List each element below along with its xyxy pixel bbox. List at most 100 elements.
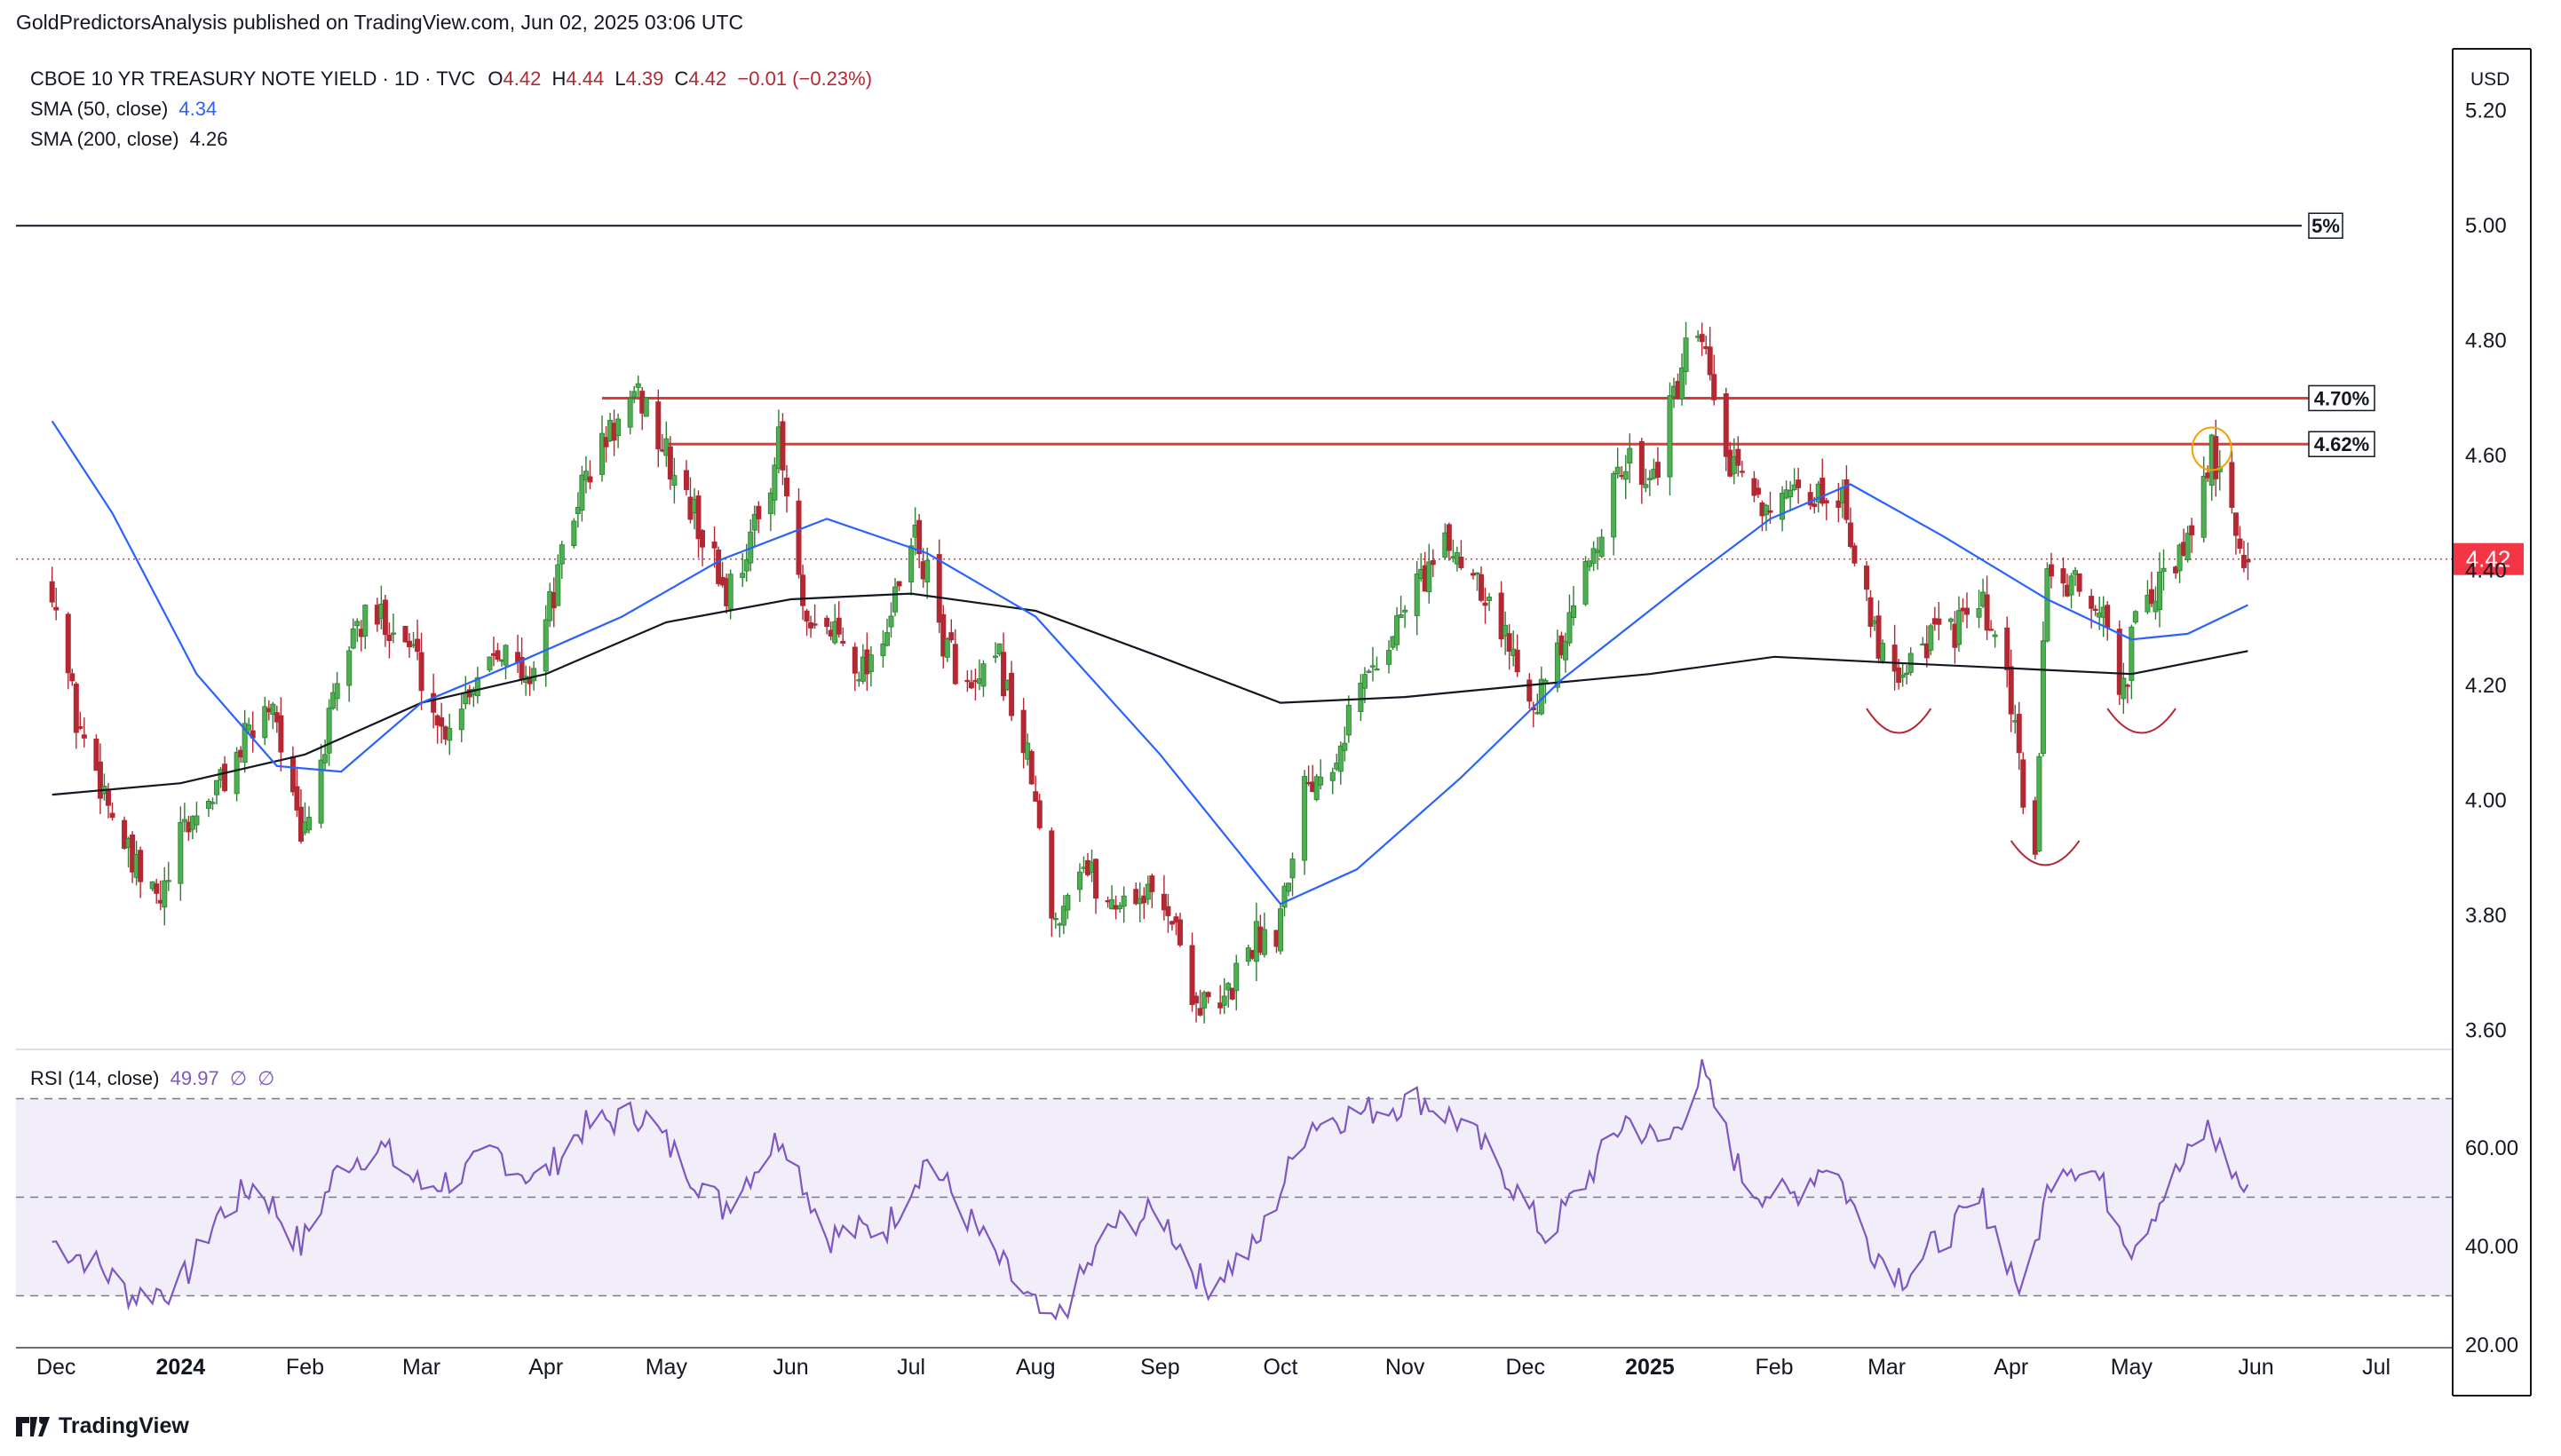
candle-body-180	[1060, 906, 1066, 926]
head-arc	[2010, 840, 2081, 866]
candle-body-104	[635, 383, 641, 388]
candle-body-276	[1598, 536, 1605, 558]
time-tick-label-12: Dec	[1506, 1355, 1545, 1380]
candle-body-290	[1679, 367, 1685, 400]
candle-body-23	[181, 819, 187, 822]
candle-body-360	[2073, 570, 2079, 575]
candle-body-160	[948, 632, 955, 641]
candle-body-125	[751, 513, 757, 531]
candle-body-296	[1711, 374, 1717, 400]
candle-body-346	[1992, 634, 1998, 637]
candle-body-305	[1763, 504, 1769, 516]
time-tick-label-1: 2024	[156, 1355, 206, 1380]
time-tick-label-15: Mar	[1867, 1355, 1906, 1380]
candle-body-22	[178, 821, 184, 884]
rsi-line	[52, 1059, 2249, 1321]
candle-body-363	[2092, 608, 2098, 612]
candle-body-237	[1386, 650, 1392, 665]
candle-body-1	[53, 606, 59, 611]
candle-body-221	[1289, 859, 1296, 879]
candle-body-274	[1590, 548, 1597, 564]
candle-body-272	[1582, 560, 1589, 605]
candle-body-307	[1780, 493, 1786, 520]
candle-body-301	[1739, 471, 1745, 473]
candle-body-146	[868, 654, 874, 672]
candle-body-375	[2156, 571, 2162, 611]
candle-body-330	[1904, 672, 1910, 676]
candle-body-163	[968, 682, 974, 689]
time-tick-label-5: May	[646, 1355, 688, 1380]
candle-body-334	[1928, 625, 1934, 651]
candle-body-3	[69, 673, 75, 682]
candle-body-376	[2161, 567, 2167, 573]
candle-body-150	[892, 586, 899, 613]
candle-body-158	[940, 613, 947, 657]
annotations-layer	[1866, 426, 2232, 866]
candle-body-242	[1414, 574, 1420, 616]
candle-body-106	[643, 397, 649, 417]
candle-body-51	[334, 683, 340, 700]
price-tick-label-7: 3.80	[2465, 904, 2507, 928]
candle-body-319	[1843, 479, 1850, 520]
price-tick-label-3: 4.60	[2465, 444, 2507, 468]
candle-body-112	[683, 470, 689, 490]
sma50-legend: SMA (50, close) 4.34	[30, 98, 217, 121]
candle-body-204	[1197, 1008, 1203, 1016]
candle-body-248	[1446, 524, 1452, 551]
candle-body-281	[1627, 447, 1633, 464]
candle-body-271	[1570, 605, 1576, 618]
candle-body-191	[1121, 895, 1127, 907]
grid-layer	[16, 1048, 2453, 1297]
time-tick-label-7: Jul	[897, 1355, 925, 1380]
candle-body-46	[306, 817, 313, 831]
candle-body-53	[350, 628, 356, 649]
rsi-label: RSI (14, close)	[30, 1067, 160, 1089]
axis-layer: 5.20 5.00 4.80 4.60 4.40 4.20 4.00 3.80 3.60 60.0…	[16, 48, 2532, 1397]
candle-body-41	[278, 715, 284, 753]
candle-body-227	[1329, 772, 1336, 781]
candle-body-149	[888, 615, 894, 628]
candle-body-10	[105, 789, 111, 806]
candle-body-159	[944, 638, 950, 658]
candle-body-12	[122, 819, 128, 849]
time-tick-label-4: Apr	[528, 1355, 563, 1380]
change-value: −0.01 (−0.23%)	[737, 67, 873, 90]
candle-body-168	[996, 643, 1003, 655]
time-tick-label-14: Feb	[1755, 1355, 1793, 1380]
candle-body-26	[194, 815, 200, 826]
candle-body-196	[1149, 875, 1155, 892]
level-label-box-1	[2308, 384, 2375, 412]
candle-body-148	[884, 632, 890, 646]
candle-body-151	[896, 581, 902, 587]
candle-body-302	[1751, 478, 1757, 496]
candles-layer	[49, 321, 2251, 1024]
candle-body-127	[767, 492, 773, 514]
candle-body-14	[130, 834, 136, 873]
candle-body-325	[1875, 615, 1882, 659]
rsi-extra-2: ∅	[258, 1067, 275, 1089]
tradingview-logo[interactable]: TradingView	[16, 1413, 189, 1439]
breakout-circle	[2191, 426, 2232, 471]
candle-body-16	[138, 850, 144, 882]
candle-body-54	[354, 621, 361, 627]
candle-body-50	[330, 692, 337, 709]
level-label-1: 4.70%	[2314, 387, 2369, 409]
candle-body-389	[2237, 538, 2243, 550]
candle-body-329	[1899, 674, 1906, 678]
candle-body-239	[1394, 615, 1400, 645]
symbol-legend: CBOE 10 YR TREASURY NOTE YIELD · 1D · TV…	[30, 67, 872, 91]
candle-body-175	[1033, 791, 1039, 802]
candle-body-257	[1498, 592, 1504, 640]
candle-body-59	[382, 599, 388, 636]
candle-body-353	[2036, 756, 2042, 851]
price-chart[interactable]: 5% 4.70% 4.62% 4.42 5.20 5.00 4.80 4.60 4.40 4.2…	[0, 0, 2561, 1403]
candle-body-29	[214, 779, 220, 795]
candle-body-259	[1506, 633, 1512, 652]
candle-body-2	[65, 613, 71, 674]
candle-body-86	[531, 668, 537, 682]
candle-body-225	[1313, 776, 1320, 801]
candle-body-240	[1398, 614, 1404, 619]
candle-body-323	[1867, 597, 1874, 627]
time-tick-label-2: Feb	[286, 1355, 324, 1380]
candle-body-300	[1735, 448, 1741, 466]
